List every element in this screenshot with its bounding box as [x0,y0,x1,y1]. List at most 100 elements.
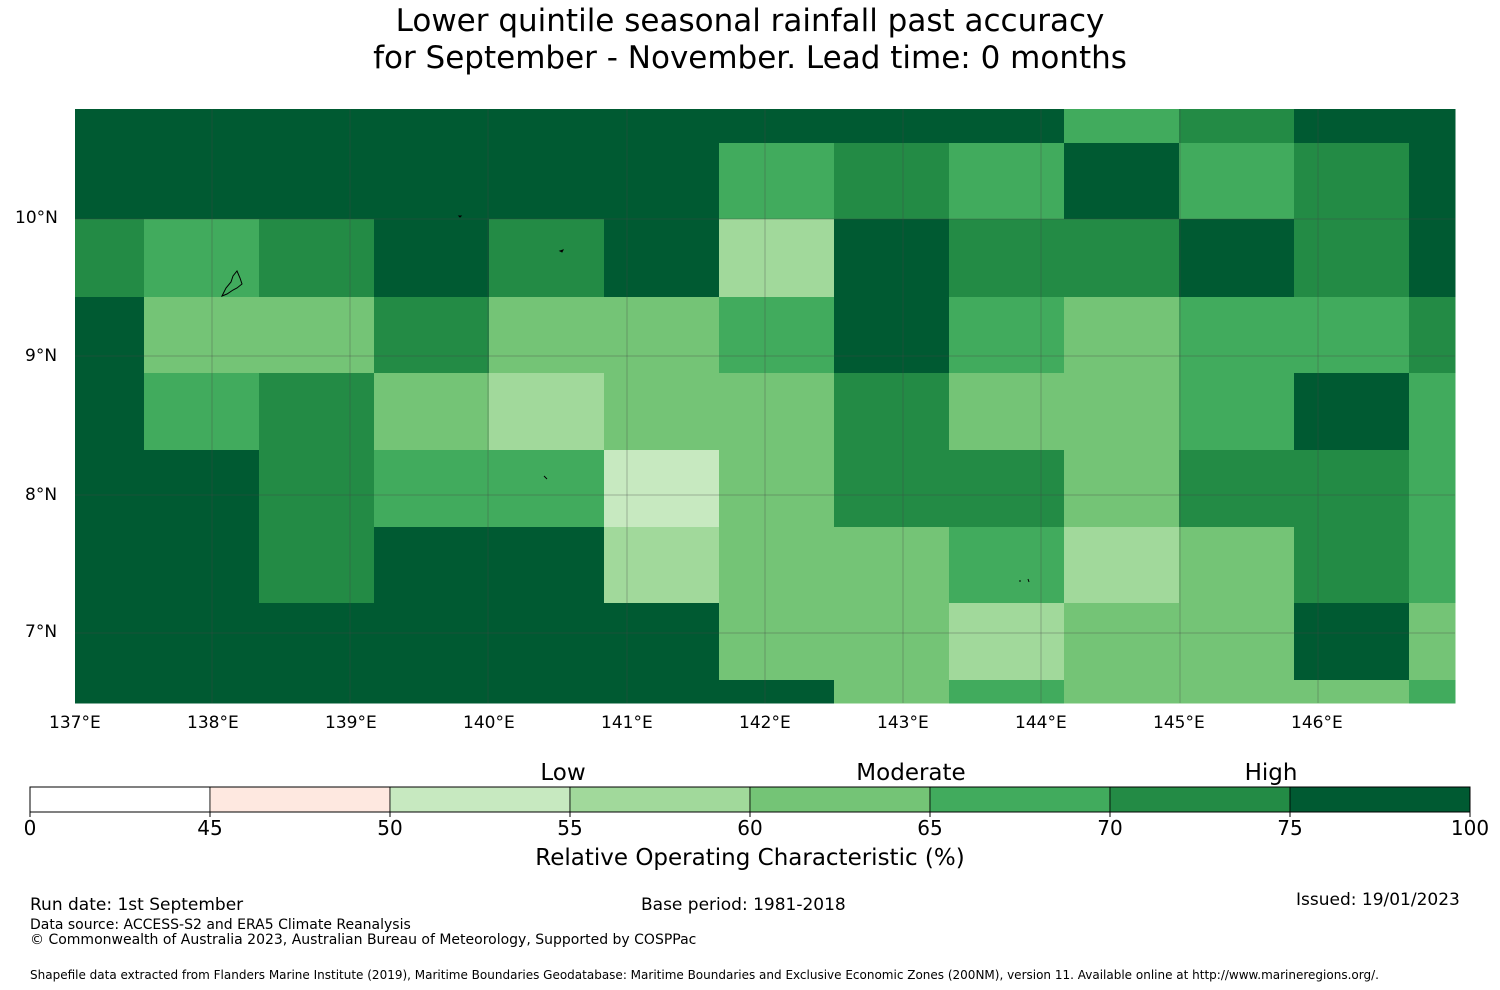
map-cell [1179,373,1295,451]
map-cell [489,219,605,298]
lon-label: 141°E [601,713,653,733]
colorbar-tick: 75 [1277,816,1303,840]
map-cell [1294,527,1410,604]
map-cell [489,680,605,704]
map-cell [1294,143,1410,220]
map-cell [1409,143,1456,220]
colorbar-tick: 70 [1097,816,1123,840]
map-coastlines [220,215,1030,583]
map-cell [144,143,260,220]
map-cell [144,680,260,704]
map-cell [374,219,490,298]
colorbar-tick: 0 [23,816,37,840]
map-cell [1294,373,1410,451]
map-cell [1179,109,1295,144]
map-cell [834,297,950,374]
lon-label: 142°E [739,713,791,733]
map-title-line1: Lower quintile seasonal rainfall past ac… [395,3,1105,39]
map-cell [1409,527,1456,604]
colorbar-tick: 65 [917,816,943,840]
issued-date: Issued: 19/01/2023 [1296,890,1460,910]
colorbar-segment [1289,786,1471,813]
lon-label: 140°E [463,713,515,733]
map-cell [1064,297,1180,374]
map-cell [1179,603,1295,681]
map-cell [75,219,145,298]
map-cell [949,603,1065,681]
map-cell [374,109,490,144]
map-cell [1179,680,1295,704]
colorbar-axis-label: Relative Operating Characteristic (%) [535,845,965,871]
map-cell [604,373,720,451]
map-cell [1064,527,1180,604]
map-cell [1409,109,1456,144]
run-date: Run date: 1st September [30,895,244,915]
colorbar-segment [929,786,1111,813]
map-cell [719,680,835,704]
map-cell [834,219,950,298]
lat-label: 10°N [15,208,58,228]
island-coastline [543,475,548,480]
map-cell [259,109,375,144]
lon-label: 145°E [1153,713,1205,733]
map-cell [1179,450,1295,528]
map-cell [259,680,375,704]
map-cell [949,109,1065,144]
map-cell [489,603,605,681]
map-cell [1409,680,1456,704]
colorbar-segment [29,786,211,813]
map-cell [834,527,950,604]
map-cell [834,143,950,220]
map-cell [259,373,375,451]
lat-label: 8°N [25,485,58,505]
map-cell [1064,373,1180,451]
map-cell [374,297,490,374]
map-cell [1064,603,1180,681]
colorbar-tick: 60 [737,816,763,840]
shapefile-credit: Shapefile data extracted from Flanders M… [30,968,1379,982]
map-cell [1409,219,1456,298]
colorbar-tick: 50 [377,816,403,840]
base-period: Base period: 1981-2018 [641,895,846,915]
map-cell [144,373,260,451]
map-cell [75,450,145,528]
colorbar [29,786,1471,817]
colorbar-segment [1109,786,1291,813]
lon-label: 138°E [187,713,239,733]
map-cell [1294,109,1410,144]
map-cell [1064,109,1180,144]
island-coastline [1019,578,1030,583]
colorbar-segment [749,786,931,813]
colorbar-segment [569,786,751,813]
map-cell [949,680,1065,704]
map-cell [604,297,720,374]
map-cell [489,297,605,374]
map-cell [719,527,835,604]
map-cell [75,603,145,681]
map-cell [374,680,490,704]
colorbar-segment [209,786,391,813]
lon-label: 143°E [877,713,929,733]
map-cell [1409,603,1456,681]
island-coastline [457,215,463,218]
map-cell [719,109,835,144]
map-cell [719,297,835,374]
map-cell [949,373,1065,451]
map-cell [834,109,950,144]
map-cell [949,450,1065,528]
map-cell [259,143,375,220]
lat-label: 9°N [25,346,58,366]
map-cell [1294,603,1410,681]
map-cell [144,603,260,681]
map-cell [719,143,835,220]
map-cell [834,680,950,704]
map-cell [489,527,605,604]
map-cell [719,219,835,298]
map-cell [1294,450,1410,528]
map-cell [1064,450,1180,528]
map-cell [374,373,490,451]
map-cell [1179,143,1295,220]
map-gridlines [75,109,1455,703]
map-cell [489,450,605,528]
map-cell [489,143,605,220]
